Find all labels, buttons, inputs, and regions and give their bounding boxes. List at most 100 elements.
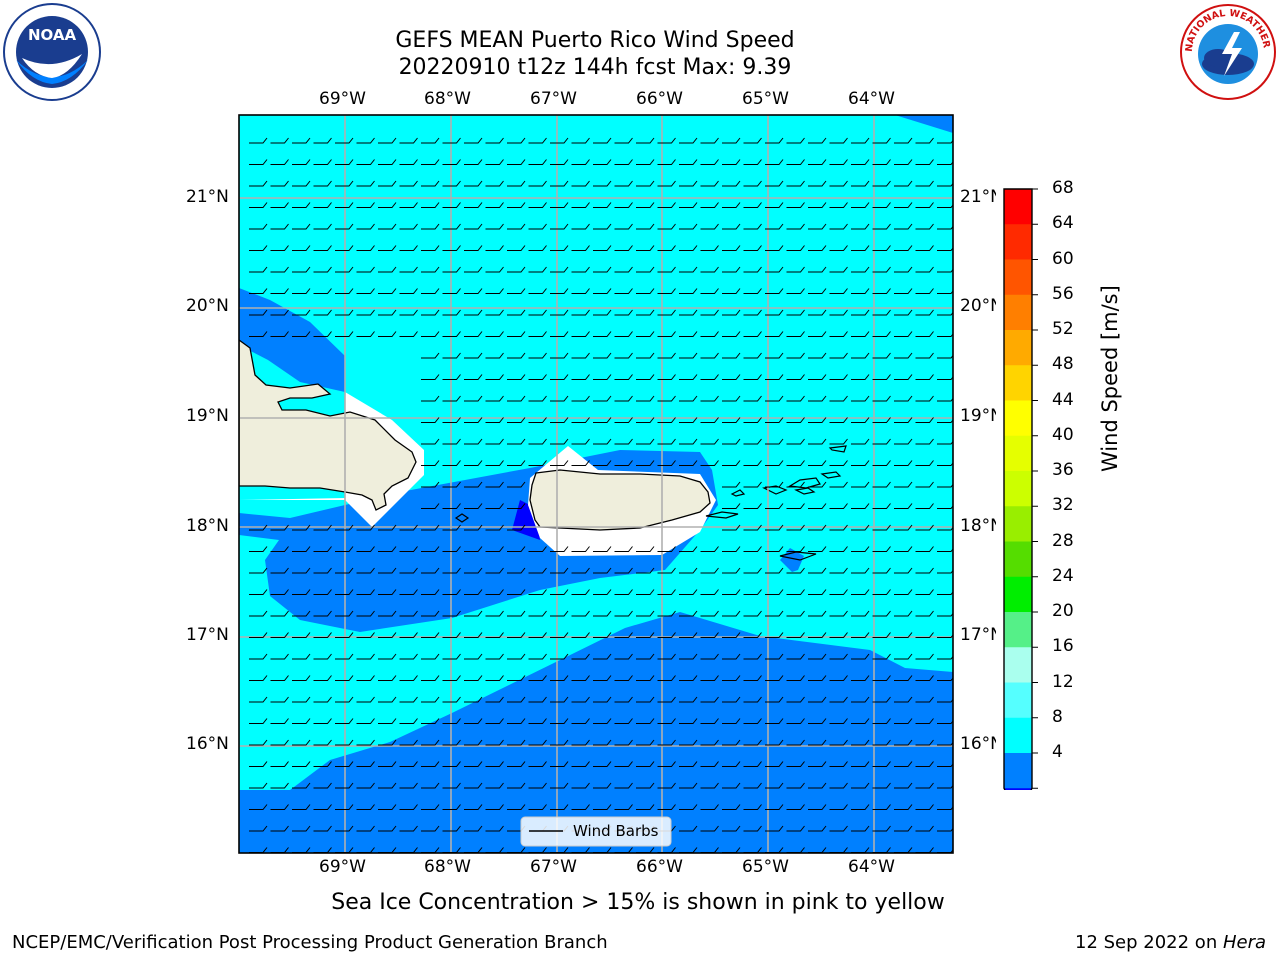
wind-barb [249,825,268,832]
lat-label-left: 16°N [186,734,229,754]
wind-barb [421,696,440,703]
wind-barb [528,245,547,251]
wind-barb [851,395,870,402]
wind-barb [571,374,590,380]
wind-barb [421,546,440,552]
wind-barb [636,266,655,273]
wind-barb [937,720,953,724]
wind-barb [442,546,461,552]
wind-barb [528,460,547,466]
footer-credit: NCEP/EMC/Verification Post Processing Pr… [12,932,608,953]
wind-barb [270,653,289,660]
wind-barb [507,546,526,552]
wind-barb [915,202,934,208]
wind-barb [614,180,633,187]
wind-barb [786,352,805,359]
wind-barb [593,137,612,144]
colorbar-tick-label: 32 [1052,495,1074,516]
wind-barb [679,374,698,380]
wind-barb [872,223,891,230]
wind-barb [829,718,848,724]
wind-barb [292,675,311,681]
wind-barb [851,438,870,445]
wind-barb [270,632,289,638]
wind-barb [829,524,848,531]
wind-barb [872,438,891,445]
lon-label-top: 66°W [636,89,683,109]
wind-barb [485,288,504,294]
wind-barb [722,202,741,208]
wind-barb [915,503,934,509]
wind-barb [593,782,612,789]
wind-barb [292,137,311,144]
colorbar-segment [1004,224,1032,260]
wind-barb [249,610,268,617]
wind-barb [829,223,848,230]
wind-barb [808,610,827,617]
wind-barb [937,634,953,638]
wind-barb [937,806,953,810]
wind-barb [808,288,827,294]
wind-barb [808,331,827,337]
wind-barb [614,438,633,445]
wind-barb [550,804,569,810]
wind-barb [313,137,332,144]
wind-barb [292,223,311,230]
wind-barb [335,202,354,208]
wind-barb [292,180,311,187]
wind-barb [937,548,953,552]
wind-barb [464,567,483,574]
wind-barb [442,567,461,574]
colorbar-tick-label: 20 [1052,601,1074,621]
wind-barb [485,159,504,165]
wind-barb [679,417,698,423]
wind-barb [829,481,848,488]
wind-barb [528,696,547,703]
wind-barb [894,266,913,273]
wind-barb [313,782,332,789]
wind-barb [722,223,741,230]
wind-barb [614,675,633,681]
wind-barb [378,266,397,273]
wind-barb [915,352,934,359]
wind-barb [593,202,612,208]
wind-barb [808,223,827,230]
wind-barb [851,374,870,380]
wind-barb [378,718,397,724]
wind-barb [786,202,805,208]
wind-barb [679,825,698,832]
wind-barb [528,567,547,574]
wind-barb [657,739,676,746]
wind-barb [571,159,590,165]
wind-barb [894,524,913,531]
wind-barb [765,395,784,402]
wind-barb [399,137,418,144]
wind-barb [528,137,547,144]
wind-barb [292,825,311,832]
wind-barb [593,632,612,638]
wind-barb [399,739,418,746]
wind-barb [915,460,934,466]
wind-barb [657,718,676,724]
wind-barb [485,352,504,359]
wind-barb [485,309,504,316]
wind-barb [894,395,913,402]
wind-barb [829,331,848,337]
wind-barb [528,718,547,724]
wind-barb [722,309,741,316]
wind-barb [571,309,590,316]
colorbar-tick-label: 12 [1052,671,1074,692]
wind-barb [292,567,311,574]
wind-barb [550,395,569,402]
wind-barb [442,266,461,273]
wind-barb [700,804,719,810]
wind-barb [851,331,870,337]
wind-barb [915,761,934,767]
wind-barb [915,782,934,789]
wind-barb [335,761,354,767]
wind-barb [356,137,375,144]
wind-barb [292,202,311,208]
map-area [239,115,953,853]
wind-barb [851,202,870,208]
